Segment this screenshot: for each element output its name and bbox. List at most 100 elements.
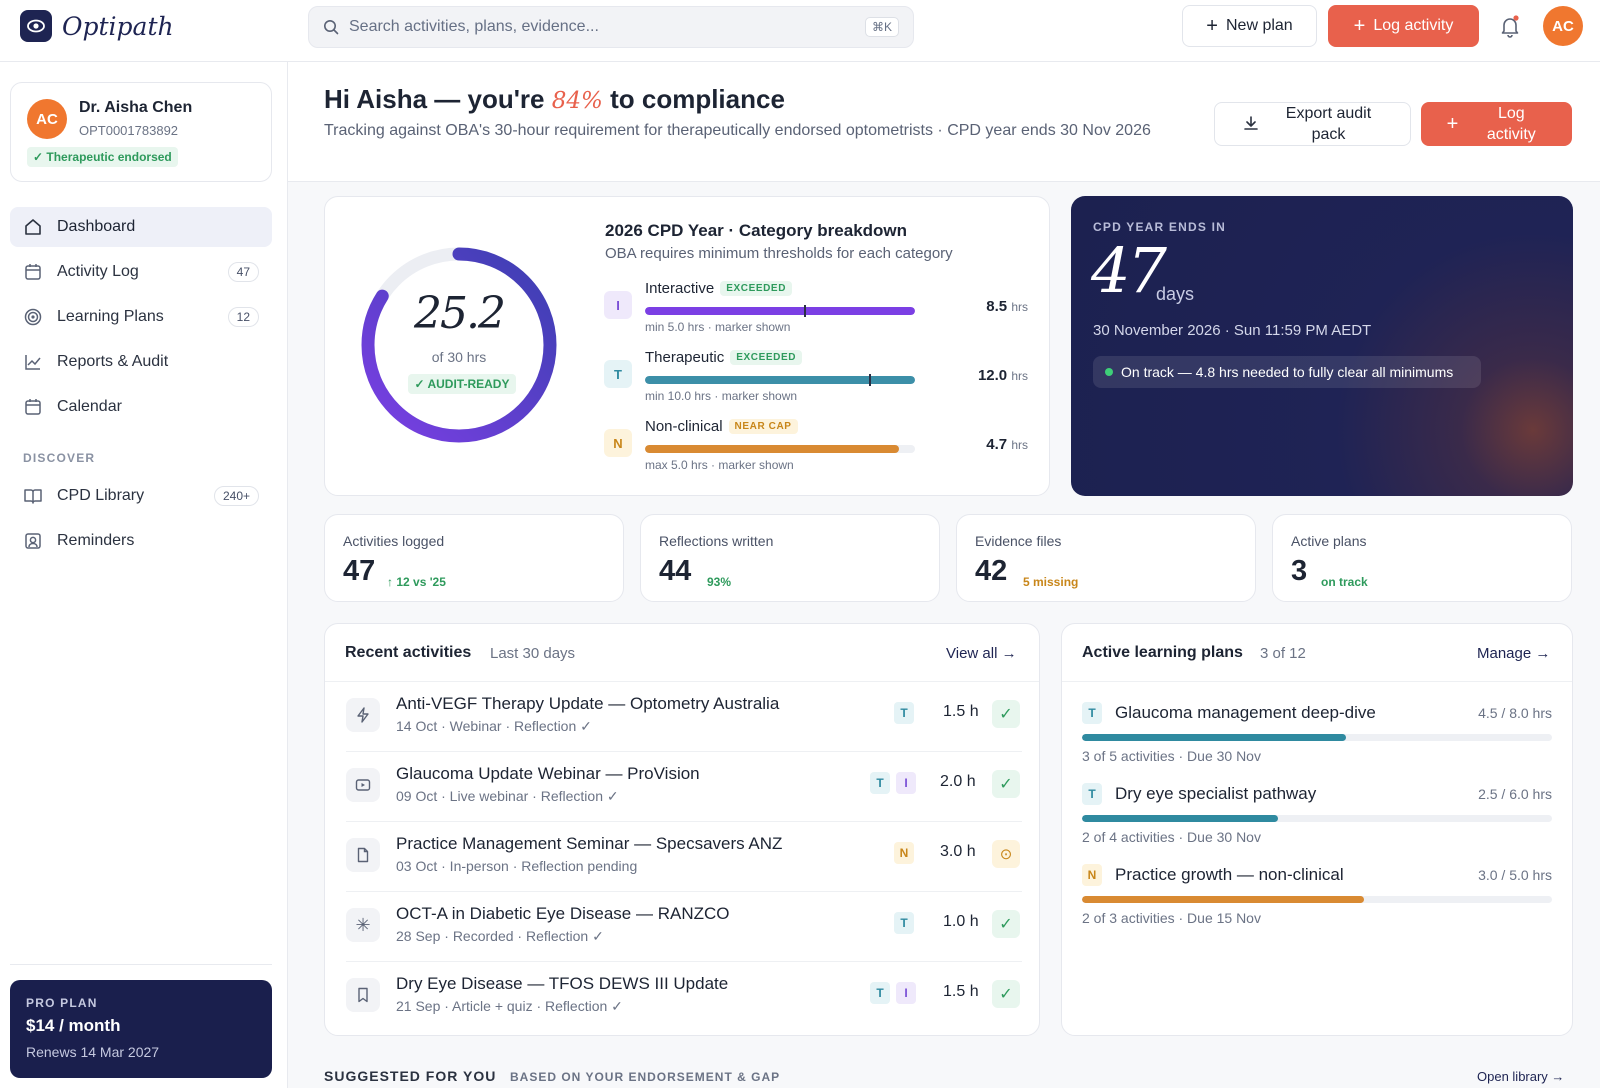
plan-name: Practice growth — non-clinical xyxy=(1115,865,1344,884)
download-icon xyxy=(1243,116,1258,130)
category-hours: 4.7 xyxy=(986,436,1008,453)
sidebar: AC Dr. Aisha Chen OPT0001783892 ✓ Therap… xyxy=(0,62,288,1088)
library-count-badge: 240+ xyxy=(213,486,259,506)
sidebar-item-dashboard[interactable]: Dashboard xyxy=(10,207,272,247)
stat-evidence[interactable]: Evidence files 42 5 missing xyxy=(956,514,1256,602)
activity-meta: 09 Oct · Live webinar · Reflection ✓ xyxy=(396,788,619,804)
pro-plan-label: PRO PLAN xyxy=(26,996,98,1010)
sidebar-item-cpd-library[interactable]: CPD Library 240+ xyxy=(10,476,272,516)
activity-meta: 03 Oct · In-person · Reflection pending xyxy=(396,858,638,874)
stat-value: 42 xyxy=(975,555,1008,587)
plan-item[interactable]: T Dry eye specialist pathway 2.5 / 6.0 h… xyxy=(1082,781,1552,851)
stat-sub: 93% xyxy=(707,575,732,589)
export-audit-button[interactable]: Export audit pack xyxy=(1214,102,1411,146)
plus-icon: + xyxy=(1446,112,1459,135)
pro-plan-renewal: Renews 14 Mar 2027 xyxy=(26,1044,160,1060)
sidebar-item-label: Reminders xyxy=(57,532,135,549)
pro-plan-card[interactable]: PRO PLAN $14 / month Renews 14 Mar 2027 xyxy=(10,980,272,1078)
breakdown-title: 2026 CPD Year · Category breakdown xyxy=(605,221,908,240)
divider xyxy=(325,681,1039,682)
category-name: Interactive xyxy=(645,280,715,297)
app-name: Optipath xyxy=(62,11,174,41)
view-all-link[interactable]: View all → xyxy=(946,645,1017,662)
pending-icon: ⊙ xyxy=(992,840,1020,868)
activity-row[interactable]: Dry Eye Disease — TFOS DEWS III Update 2… xyxy=(346,962,1022,1032)
countdown-date: 30 November 2026 · Sun 11:59 PM AEDT xyxy=(1093,322,1372,339)
log-activity-label: Log activity xyxy=(1373,17,1454,34)
header-log-activity-button[interactable]: + Log activity xyxy=(1421,102,1572,146)
new-plan-button[interactable]: + New plan xyxy=(1182,5,1317,47)
stat-label: Evidence files xyxy=(975,533,1062,549)
stat-reflections[interactable]: Reflections written 44 93% xyxy=(640,514,940,602)
notifications-button[interactable] xyxy=(1498,14,1524,40)
page-subtitle: Tracking against OBA's 30-hour requireme… xyxy=(324,122,1151,139)
category-marker xyxy=(804,305,807,317)
category-status: EXCEEDED xyxy=(730,350,803,365)
plan-item[interactable]: T Glaucoma management deep-dive 4.5 / 8.… xyxy=(1082,700,1552,770)
category-letter: T xyxy=(604,360,632,388)
asterisk-icon: ✳ xyxy=(346,908,380,942)
plan-item[interactable]: N Practice growth — non-clinical 3.0 / 5… xyxy=(1082,862,1552,932)
activity-row[interactable]: Anti-VEGF Therapy Update — Optometry Aus… xyxy=(346,682,1022,752)
breakdown-subtitle: OBA requires minimum thresholds for each… xyxy=(605,245,953,262)
activity-count-badge: 47 xyxy=(227,262,259,282)
bookmark-icon xyxy=(346,978,380,1012)
open-library-link[interactable]: Open library → xyxy=(1477,1069,1565,1084)
activity-row[interactable]: ✳ OCT-A in Diabetic Eye Disease — RANZCO… xyxy=(346,892,1022,962)
category-bar-fill xyxy=(645,445,899,453)
category-bar xyxy=(645,445,915,453)
activity-row[interactable]: Glaucoma Update Webinar — ProVision 09 O… xyxy=(346,752,1022,822)
check-icon: ✓ xyxy=(992,770,1020,798)
sidebar-item-reports-audit[interactable]: Reports & Audit xyxy=(10,342,272,382)
category-marker xyxy=(869,374,872,386)
check-icon: ✓ xyxy=(992,910,1020,938)
sidebar-item-activity-log[interactable]: Activity Log 47 xyxy=(10,252,272,292)
countdown-days: 47 xyxy=(1091,234,1167,307)
user-avatar[interactable]: AC xyxy=(1543,6,1583,46)
stat-activities[interactable]: Activities logged 47 ↑ 12 vs '25 xyxy=(324,514,624,602)
activity-row[interactable]: Practice Management Seminar — Specsavers… xyxy=(346,822,1022,892)
video-icon xyxy=(346,768,380,802)
new-plan-label: New plan xyxy=(1225,17,1293,34)
category-status: EXCEEDED xyxy=(720,281,793,296)
activity-tag: T xyxy=(870,772,890,794)
logo[interactable]: Optipath xyxy=(20,10,174,42)
sidebar-item-label: Calendar xyxy=(57,398,122,415)
category-letter: I xyxy=(604,291,632,319)
plan-name: Glaucoma management deep-dive xyxy=(1115,703,1376,722)
profile-avatar: AC xyxy=(27,99,67,139)
target-icon xyxy=(24,308,42,326)
stat-value: 44 xyxy=(659,555,692,587)
manage-link[interactable]: Manage → xyxy=(1477,645,1551,662)
plan-progress xyxy=(1082,734,1552,741)
log-activity-button[interactable]: + Log activity xyxy=(1328,5,1479,47)
eye-icon xyxy=(20,10,52,42)
stat-sub: on track xyxy=(1321,575,1368,589)
recent-range: Last 30 days xyxy=(490,645,576,662)
search-input[interactable]: Search activities, plans, evidence... ⌘K xyxy=(308,6,914,48)
category-unit: hrs xyxy=(1011,300,1028,314)
category-unit: hrs xyxy=(1011,438,1028,452)
sidebar-item-learning-plans[interactable]: Learning Plans 12 xyxy=(10,297,272,337)
divider xyxy=(10,964,272,965)
learning-plans-card xyxy=(1061,623,1573,1036)
plan-hours: 3.0 / 5.0 hrs xyxy=(1478,867,1552,883)
suggested-title: SUGGESTED FOR YOU xyxy=(324,1068,497,1084)
sidebar-item-calendar[interactable]: Calendar xyxy=(10,387,272,427)
stat-sub: ↑ 12 vs '25 xyxy=(387,575,446,589)
category-name: Therapeutic xyxy=(645,349,725,366)
profile-card[interactable]: AC Dr. Aisha Chen OPT0001783892 ✓ Therap… xyxy=(10,82,272,182)
activity-hours: 2.0 h xyxy=(940,773,976,790)
plan-tag: T xyxy=(1082,783,1102,805)
stat-plans[interactable]: Active plans 3 on track xyxy=(1272,514,1572,602)
category-therapeutic: T Therapeutic EXCEEDED min 10.0 hrs · ma… xyxy=(604,349,1028,409)
sidebar-item-reminders[interactable]: Reminders xyxy=(10,521,272,561)
endorsement-badge: ✓ Therapeutic endorsed xyxy=(27,147,178,167)
stat-value: 3 xyxy=(1291,555,1308,587)
pro-plan-price: $14 / month xyxy=(26,1016,121,1035)
activity-tag: N xyxy=(894,842,914,864)
recent-activities-title: Recent activities xyxy=(345,644,472,661)
plan-progress-fill xyxy=(1082,734,1347,741)
check-icon: ✓ xyxy=(992,700,1020,728)
search-icon xyxy=(324,20,339,35)
